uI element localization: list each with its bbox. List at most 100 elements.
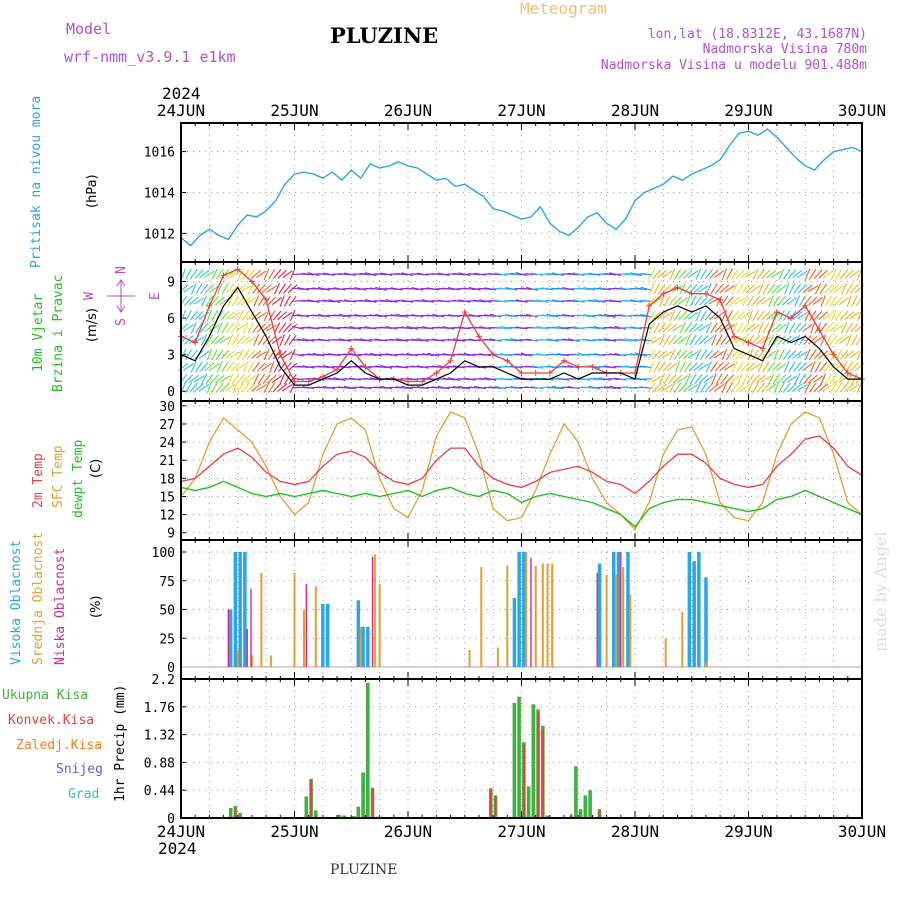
high-cloud-bar bbox=[697, 552, 701, 667]
wind-arrow bbox=[823, 323, 833, 333]
wind-arrow bbox=[849, 350, 860, 359]
mid-cloud-bar bbox=[468, 649, 471, 668]
wind-arrow bbox=[656, 383, 668, 392]
total-precip-bar bbox=[238, 812, 242, 818]
wind-arrow bbox=[834, 374, 844, 384]
wind-arrow bbox=[793, 283, 802, 295]
wind-arrow bbox=[395, 272, 408, 276]
wind-arrow bbox=[787, 349, 797, 360]
wind-arrow bbox=[489, 386, 502, 389]
wind-arrow bbox=[261, 284, 272, 294]
wind-arrow bbox=[205, 373, 214, 385]
wind-arrow bbox=[672, 296, 683, 306]
wind-arrow bbox=[709, 383, 719, 392]
gust-marker bbox=[830, 351, 837, 358]
wind-arrow bbox=[219, 336, 231, 344]
mid-cloud-bar bbox=[496, 647, 499, 667]
wind-arrow bbox=[653, 361, 661, 373]
wind-arrow bbox=[850, 283, 859, 294]
temp-ylabel: 2m Temp bbox=[31, 453, 46, 508]
wind-arrow bbox=[709, 269, 719, 279]
wind-arrow bbox=[829, 334, 838, 346]
wind-arrow bbox=[687, 350, 699, 359]
wind-arrow bbox=[546, 386, 559, 389]
wind-arrow bbox=[562, 365, 575, 369]
wind-arrow bbox=[725, 296, 735, 306]
wind-arrow bbox=[261, 323, 272, 333]
wind-arrow bbox=[267, 296, 277, 306]
bottom-date-label: 25JUN bbox=[270, 822, 318, 841]
wind-arrow bbox=[206, 309, 212, 322]
wind-arrow bbox=[846, 334, 852, 346]
wind-arrow bbox=[188, 296, 199, 306]
wind-arrow bbox=[773, 348, 780, 361]
wind-arrow bbox=[661, 311, 673, 320]
gust-marker bbox=[362, 363, 369, 370]
wind-arrow bbox=[188, 374, 199, 384]
wind-arrow bbox=[266, 285, 278, 293]
y-tick-label: 0 bbox=[167, 661, 175, 676]
wind-arrow bbox=[783, 268, 791, 280]
wind-arrow bbox=[245, 375, 257, 383]
gust-marker bbox=[504, 357, 511, 364]
conv-precip-bar bbox=[310, 780, 313, 818]
gust-marker bbox=[546, 369, 553, 376]
wind-arrow bbox=[245, 297, 257, 305]
wind-arrow bbox=[724, 374, 735, 384]
wind-arrow bbox=[755, 296, 766, 306]
wind-arrow bbox=[261, 362, 272, 371]
wind-arrow bbox=[210, 374, 220, 384]
wind-arrow bbox=[752, 310, 759, 322]
wind-arrow bbox=[851, 295, 858, 307]
wind-arrow bbox=[823, 311, 834, 320]
y-tick-label: 50 bbox=[159, 604, 175, 619]
wind-arrow bbox=[185, 382, 193, 393]
y-tick-label: 75 bbox=[159, 575, 175, 590]
wind-arrow bbox=[720, 373, 729, 385]
wind-arrow bbox=[719, 284, 730, 294]
wind-arrow bbox=[359, 299, 372, 303]
high-cloud-bar bbox=[325, 603, 330, 668]
wind-arrow bbox=[797, 362, 808, 372]
wind-arrow bbox=[663, 373, 671, 385]
wind-arrow bbox=[756, 310, 765, 321]
wind-arrow bbox=[390, 314, 403, 318]
wind-arrow bbox=[648, 322, 655, 334]
wind-arrow bbox=[323, 299, 336, 303]
wind-arrow bbox=[646, 335, 657, 345]
wind-arrow bbox=[241, 310, 250, 321]
wind-arrow bbox=[583, 273, 596, 276]
wind-arrow bbox=[237, 310, 244, 322]
wind-arrow bbox=[406, 287, 419, 291]
wind-arrow bbox=[484, 338, 497, 342]
total-precip-bar bbox=[337, 814, 342, 818]
wind-arrow bbox=[721, 348, 728, 361]
wind-arrow bbox=[656, 350, 667, 359]
wind-arrow bbox=[787, 269, 797, 280]
wind-arrow bbox=[640, 327, 653, 329]
wind-arrow bbox=[771, 284, 782, 294]
precip-legend-total: Ukupna Kisa bbox=[2, 688, 88, 703]
wind-arrow bbox=[211, 268, 218, 280]
wind-arrow bbox=[220, 350, 230, 360]
wind-arrow bbox=[282, 323, 292, 333]
wind-arrow bbox=[257, 295, 265, 307]
bottom-date-label: 29JUN bbox=[724, 822, 772, 841]
mid-cloud-bar bbox=[293, 572, 296, 667]
wind-arrow bbox=[189, 349, 198, 360]
wind-arrow bbox=[669, 309, 676, 322]
wind-arrow bbox=[747, 348, 754, 361]
wind-arrow bbox=[721, 381, 728, 394]
wind-arrow bbox=[323, 326, 336, 330]
wind-arrow bbox=[813, 310, 823, 321]
wind-arrow bbox=[640, 300, 653, 302]
wind-arrow bbox=[567, 272, 580, 276]
wind-arrow bbox=[745, 362, 756, 372]
wind-arrow bbox=[375, 386, 388, 389]
clouds-panel: 0 25 50 75 100 bbox=[152, 539, 863, 680]
wind-arrow bbox=[237, 349, 244, 361]
wind-arrow bbox=[757, 361, 764, 373]
wind-arrow bbox=[183, 284, 194, 293]
top-date-label: 30JUN bbox=[838, 101, 886, 120]
wind-arrow bbox=[198, 383, 210, 392]
